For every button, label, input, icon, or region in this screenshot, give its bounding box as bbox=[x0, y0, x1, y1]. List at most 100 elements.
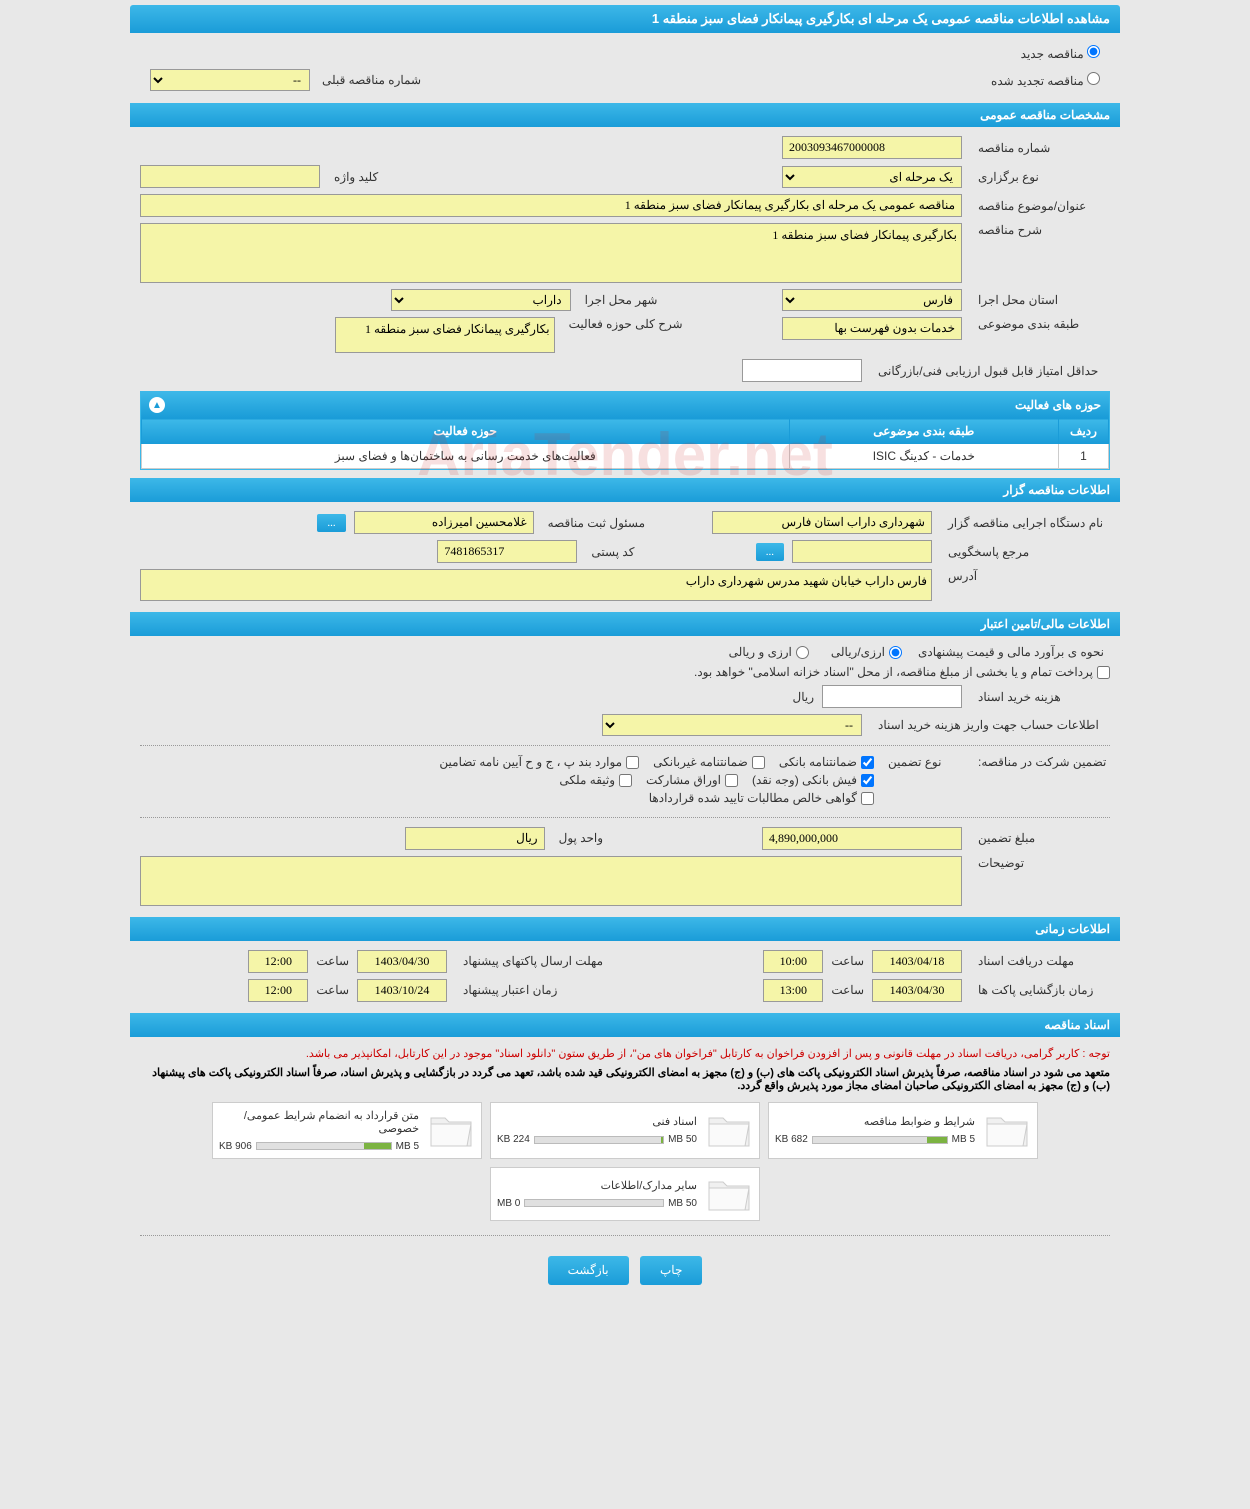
opening-time[interactable] bbox=[763, 979, 823, 1002]
province-label: استان محل اجرا bbox=[970, 293, 1110, 307]
registrar-input[interactable] bbox=[354, 511, 534, 534]
folder-icon bbox=[705, 1174, 753, 1214]
city-label: شهر محل اجرا bbox=[579, 293, 659, 307]
cb-bonds[interactable]: اوراق مشارکت bbox=[646, 773, 738, 787]
doc-deadline-time[interactable] bbox=[763, 950, 823, 973]
responder-label: مرجع پاسخگویی bbox=[940, 545, 1110, 559]
time-label: ساعت bbox=[316, 954, 349, 968]
holding-type-select[interactable]: یک مرحله ای bbox=[782, 166, 962, 188]
more-button[interactable]: ... bbox=[317, 514, 345, 532]
doc-title: متن قرارداد به انضمام شرایط عمومی/خصوصی bbox=[219, 1109, 419, 1135]
address-label: آدرس bbox=[940, 569, 1110, 583]
doc-max: 50 MB bbox=[668, 1198, 697, 1209]
cb-cash[interactable]: فیش بانکی (وجه نقد) bbox=[752, 773, 874, 787]
folder-icon bbox=[705, 1110, 753, 1150]
tender-number-input[interactable] bbox=[782, 136, 962, 159]
cell: فعالیت‌های خدمت رسانی به ساختمان‌ها و فض… bbox=[142, 444, 790, 469]
min-score-input[interactable] bbox=[742, 359, 862, 382]
notes-textarea[interactable] bbox=[140, 856, 962, 906]
responder-more-button[interactable]: ... bbox=[756, 543, 784, 561]
doc-deadline-label: مهلت دریافت اسناد bbox=[970, 954, 1110, 968]
radio-currency[interactable]: ارزی و ریالی bbox=[729, 645, 809, 659]
org-label: نام دستگاه اجرایی مناقصه گزار bbox=[940, 516, 1110, 530]
section-holder: اطلاعات مناقصه گزار bbox=[130, 478, 1120, 502]
doc-title: شرایط و ضوابط مناقصه bbox=[775, 1115, 975, 1128]
estimate-label: نحوه ی برآورد مالی و قیمت پیشنهادی bbox=[910, 645, 1110, 659]
opening-label: زمان بازگشایی پاکت ها bbox=[970, 983, 1110, 997]
description-textarea[interactable]: بکارگیری پیمانکار فضای سبز منطقه 1 bbox=[140, 223, 962, 283]
doc-bar bbox=[524, 1199, 664, 1207]
radio-rial[interactable]: ارزی/ریالی bbox=[831, 645, 902, 659]
time-label: ساعت bbox=[831, 954, 864, 968]
doc-deadline-date[interactable] bbox=[872, 950, 962, 973]
guarantee-amount-label: مبلغ تضمین bbox=[970, 831, 1110, 845]
validity-date[interactable] bbox=[357, 979, 447, 1002]
validity-time[interactable] bbox=[248, 979, 308, 1002]
cb-receivables[interactable]: گواهی خالص مطالبات تایید شده قراردادها bbox=[649, 791, 874, 805]
packet-send-time[interactable] bbox=[248, 950, 308, 973]
radio-renewed-tender[interactable]: مناقصه تجدید شده bbox=[991, 72, 1100, 88]
responder-input[interactable] bbox=[792, 540, 932, 563]
folder-icon bbox=[983, 1110, 1031, 1150]
province-select[interactable]: فارس bbox=[782, 289, 962, 311]
doc-max: 5 MB bbox=[952, 1134, 975, 1145]
holding-type-label: نوع برگزاری bbox=[970, 170, 1110, 184]
guarantee-amount-input[interactable] bbox=[762, 827, 962, 850]
section-financial: اطلاعات مالی/تامین اعتبار bbox=[130, 612, 1120, 636]
doc-max: 50 MB bbox=[668, 1134, 697, 1145]
currency-unit-input[interactable] bbox=[405, 827, 545, 850]
keyword-input[interactable] bbox=[140, 165, 320, 188]
currency-unit-label: واحد پول bbox=[553, 831, 633, 845]
doc-bar bbox=[534, 1136, 664, 1144]
validity-label: زمان اعتبار پیشنهاد bbox=[455, 983, 615, 997]
doc-card[interactable]: اسناد فنی50 MB224 KB bbox=[490, 1102, 760, 1159]
doc-card[interactable]: شرایط و ضوابط مناقصه 5 MB 682 KB bbox=[768, 1102, 1038, 1159]
cb-nonbank[interactable]: ضمانتنامه غیربانکی bbox=[653, 755, 765, 769]
radio-new-tender[interactable]: مناقصه جدید bbox=[1021, 47, 1100, 61]
activity-panel-title: حوزه های فعالیت bbox=[1015, 398, 1101, 412]
category-input[interactable] bbox=[782, 317, 962, 340]
prev-tender-label: شماره مناقصه قبلی bbox=[316, 73, 421, 87]
cell: 1 bbox=[1059, 444, 1109, 469]
radio-renewed-label: مناقصه تجدید شده bbox=[991, 74, 1084, 88]
warning-black: متعهد می شود در اسناد مناقصه، صرفاً پذیر… bbox=[130, 1064, 1120, 1094]
city-select[interactable]: داراب bbox=[391, 289, 571, 311]
account-select[interactable]: -- bbox=[602, 714, 862, 736]
postal-input[interactable] bbox=[437, 540, 577, 563]
folder-icon bbox=[427, 1110, 475, 1150]
doc-grid: شرایط و ضوابط مناقصه 5 MB 682 KB اسناد فنی5… bbox=[130, 1094, 1120, 1229]
back-button[interactable]: بازگشت bbox=[548, 1256, 629, 1285]
org-input[interactable] bbox=[712, 511, 932, 534]
cb-property[interactable]: وثیقه ملکی bbox=[559, 773, 632, 787]
print-button[interactable]: چاپ bbox=[640, 1256, 702, 1285]
doc-fee-input[interactable] bbox=[822, 685, 962, 708]
keyword-label: کلید واژه bbox=[328, 170, 408, 184]
doc-size: 906 KB bbox=[219, 1141, 252, 1152]
doc-card[interactable]: متن قرارداد به انضمام شرایط عمومی/خصوصی5… bbox=[212, 1102, 482, 1159]
table-row: 1 خدمات - کدینگ ISIC فعالیت‌های خدمت رسا… bbox=[142, 444, 1109, 469]
collapse-icon[interactable]: ▲ bbox=[149, 397, 165, 413]
cb-bank[interactable]: ضمانتنامه بانکی bbox=[779, 755, 874, 769]
cell: خدمات - کدینگ ISIC bbox=[789, 444, 1058, 469]
postal-label: کد پستی bbox=[585, 545, 665, 559]
description-label: شرح مناقصه bbox=[970, 223, 1110, 237]
cb-items[interactable]: موارد بند پ ، ج و ح آیین نامه تضامین bbox=[439, 755, 639, 769]
doc-card[interactable]: سایر مدارک/اطلاعات50 MB0 MB bbox=[490, 1167, 760, 1221]
guarantee-type-label: نوع تضمین bbox=[882, 755, 962, 769]
rial-unit: ریال bbox=[792, 690, 814, 704]
subject-input[interactable] bbox=[140, 194, 962, 217]
doc-size: 682 KB bbox=[775, 1134, 808, 1145]
checkbox-payment-note[interactable]: پرداخت تمام و یا بخشی از مبلغ مناقصه، از… bbox=[694, 665, 1110, 679]
activity-desc-label: شرح کلی حوزه فعالیت bbox=[563, 317, 683, 331]
prev-tender-select[interactable]: -- bbox=[150, 69, 310, 91]
registrar-label: مسئول ثبت مناقصه bbox=[542, 516, 652, 530]
address-textarea[interactable]: فارس داراب خیابان شهید مدرس شهرداری دارا… bbox=[140, 569, 932, 601]
packet-send-date[interactable] bbox=[357, 950, 447, 973]
radio-new-label: مناقصه جدید bbox=[1021, 47, 1084, 61]
opening-date[interactable] bbox=[872, 979, 962, 1002]
activity-desc-textarea[interactable]: بکارگیری پیمانکار فضای سبز منطقه 1 bbox=[335, 317, 555, 353]
tender-number-label: شماره مناقصه bbox=[970, 141, 1110, 155]
th-category: طبقه بندی موضوعی bbox=[789, 419, 1058, 444]
guarantee-label: تضمین شرکت در مناقصه: bbox=[970, 755, 1110, 769]
time-label: ساعت bbox=[316, 983, 349, 997]
